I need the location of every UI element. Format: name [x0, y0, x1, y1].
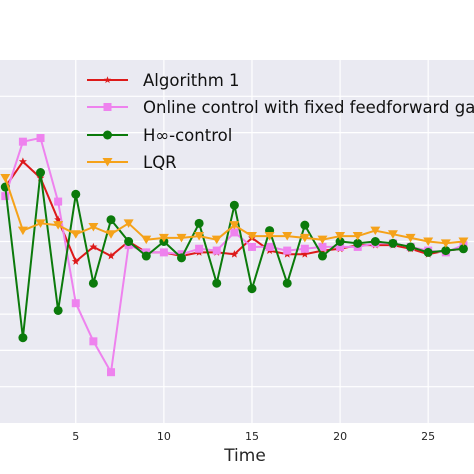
triangle-down-marker — [35, 219, 46, 228]
series-3 — [0, 173, 469, 248]
square-marker — [18, 137, 27, 146]
triangle-down-marker — [246, 232, 257, 241]
circle-marker — [53, 305, 63, 315]
circle-marker — [141, 251, 151, 261]
circle-marker — [106, 215, 116, 225]
triangle-down-marker — [440, 239, 451, 248]
circle-marker — [388, 238, 398, 248]
triangle-down-marker — [88, 222, 99, 232]
triangle-down-marker — [370, 226, 381, 236]
x-axis-label: Time — [223, 446, 266, 466]
triangle-down-marker — [387, 230, 398, 239]
triangle-down-marker — [53, 221, 64, 230]
triangle-down-marker — [70, 230, 81, 239]
square-marker — [89, 337, 98, 346]
square-marker — [300, 244, 309, 253]
circle-marker — [247, 284, 257, 294]
triangle-down-marker — [141, 235, 152, 245]
x-tick-label: 15 — [245, 430, 259, 443]
circle-marker — [176, 253, 186, 263]
series-layer — [0, 134, 469, 377]
square-marker — [247, 242, 256, 251]
circle-marker — [124, 237, 134, 246]
legend-entry-h-infinity-control: H∞-control — [87, 126, 232, 145]
triangle-down-marker — [335, 232, 346, 241]
triangle-down-marker — [264, 232, 275, 241]
circle-marker — [212, 278, 222, 288]
star-marker — [107, 251, 115, 260]
x-tick-labels: 5 10 15 20 25 — [72, 430, 435, 443]
circle-marker — [88, 278, 98, 288]
triangle-down-marker — [299, 233, 310, 243]
circle-marker — [229, 200, 239, 210]
circle-marker — [71, 189, 81, 199]
square-marker — [318, 242, 327, 251]
legend: Algorithm 1 Online control with fixed fe… — [87, 71, 474, 172]
legend-entry-algorithm-1: Algorithm 1 — [87, 71, 240, 90]
legend-entry-online-control: Online control with fixed feedforward ga — [87, 98, 474, 117]
legend-label-lqr: LQR — [143, 153, 177, 172]
circle-marker — [423, 247, 433, 257]
square-marker — [54, 197, 63, 206]
legend-entry-lqr: LQR — [87, 153, 177, 172]
x-tick-label: 20 — [333, 430, 347, 443]
square-marker — [36, 134, 45, 143]
star-marker — [89, 242, 98, 251]
triangle-down-marker — [229, 221, 240, 230]
circle-marker — [370, 237, 380, 246]
square-marker — [336, 242, 345, 251]
x-tick-label: 25 — [421, 430, 435, 443]
legend-marker-star-icon — [103, 76, 112, 84]
circle-marker — [353, 238, 363, 248]
legend-marker-square-icon — [103, 103, 112, 111]
square-marker — [159, 248, 168, 257]
square-marker — [265, 242, 274, 251]
square-marker — [1, 192, 10, 201]
star-marker — [18, 157, 27, 165]
square-marker — [71, 299, 80, 308]
star-marker — [230, 250, 239, 258]
series-2 — [0, 168, 468, 343]
star-marker — [71, 257, 80, 265]
triangle-down-marker — [211, 235, 222, 245]
triangle-down-marker — [282, 232, 293, 241]
legend-label-online-control: Online control with fixed feedforward ga — [143, 98, 474, 117]
legend-marker-triangle-down-icon — [102, 158, 113, 167]
x-tick-label: 10 — [157, 430, 171, 443]
star-marker — [300, 250, 309, 258]
triangle-down-marker — [158, 233, 169, 243]
x-tick-label: 5 — [72, 430, 79, 443]
circle-marker — [282, 278, 292, 288]
circle-marker — [441, 246, 451, 256]
triangle-down-marker — [458, 237, 469, 246]
triangle-down-marker — [17, 226, 28, 236]
legend-label-h-infinity-control: H∞-control — [143, 126, 232, 145]
triangle-down-marker — [317, 235, 328, 245]
circle-marker — [36, 168, 46, 178]
circle-marker — [317, 251, 327, 261]
square-marker — [195, 244, 204, 253]
triangle-down-marker — [176, 233, 187, 243]
square-marker — [107, 368, 116, 377]
triangle-down-marker — [194, 232, 205, 241]
circle-marker — [300, 220, 310, 230]
legend-label-algorithm-1: Algorithm 1 — [143, 71, 240, 90]
circle-marker — [458, 244, 468, 254]
legend-marker-circle-icon — [103, 130, 112, 140]
triangle-down-marker — [106, 230, 117, 239]
circle-marker — [194, 218, 204, 228]
triangle-down-marker — [123, 219, 134, 228]
square-marker — [212, 246, 221, 255]
circle-marker — [406, 242, 416, 252]
triangle-down-marker — [352, 232, 363, 241]
triangle-down-marker — [0, 173, 11, 183]
triangle-down-marker — [405, 233, 416, 243]
triangle-down-marker — [423, 237, 434, 246]
square-marker — [230, 228, 239, 237]
circle-marker — [18, 333, 28, 343]
circle-marker — [335, 237, 345, 246]
square-marker — [283, 246, 292, 255]
